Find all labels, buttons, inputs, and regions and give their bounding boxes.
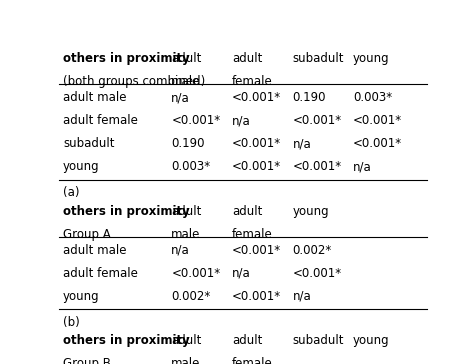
Text: n/a: n/a [171, 91, 190, 104]
Text: <0.001*: <0.001* [353, 137, 402, 150]
Text: <0.001*: <0.001* [232, 91, 281, 104]
Text: adult: adult [171, 52, 201, 65]
Text: female: female [232, 228, 273, 241]
Text: <0.001*: <0.001* [171, 114, 220, 127]
Text: female: female [232, 357, 273, 364]
Text: <0.001*: <0.001* [292, 114, 342, 127]
Text: male: male [171, 75, 201, 88]
Text: n/a: n/a [292, 137, 311, 150]
Text: adult: adult [232, 205, 262, 218]
Text: adult: adult [171, 205, 201, 218]
Text: adult male: adult male [63, 244, 127, 257]
Text: adult: adult [171, 334, 201, 347]
Text: <0.001*: <0.001* [292, 160, 342, 173]
Text: female: female [232, 75, 273, 88]
Text: others in proximity: others in proximity [63, 334, 190, 347]
Text: n/a: n/a [353, 160, 372, 173]
Text: 0.003*: 0.003* [171, 160, 210, 173]
Text: n/a: n/a [232, 114, 251, 127]
Text: (b): (b) [63, 316, 80, 329]
Text: (a): (a) [63, 186, 80, 199]
Text: Group B: Group B [63, 357, 111, 364]
Text: <0.001*: <0.001* [232, 244, 281, 257]
Text: young: young [63, 160, 100, 173]
Text: n/a: n/a [232, 266, 251, 280]
Text: young: young [353, 334, 390, 347]
Text: subadult: subadult [292, 52, 344, 65]
Text: others in proximity: others in proximity [63, 205, 190, 218]
Text: adult female: adult female [63, 266, 138, 280]
Text: <0.001*: <0.001* [232, 137, 281, 150]
Text: others in proximity: others in proximity [63, 52, 190, 65]
Text: adult male: adult male [63, 91, 127, 104]
Text: 0.190: 0.190 [171, 137, 205, 150]
Text: male: male [171, 228, 201, 241]
Text: subadult: subadult [292, 334, 344, 347]
Text: (both groups combined): (both groups combined) [63, 75, 205, 88]
Text: 0.190: 0.190 [292, 91, 326, 104]
Text: male: male [171, 357, 201, 364]
Text: n/a: n/a [171, 244, 190, 257]
Text: n/a: n/a [292, 289, 311, 302]
Text: <0.001*: <0.001* [232, 289, 281, 302]
Text: young: young [63, 289, 100, 302]
Text: 0.002*: 0.002* [292, 244, 332, 257]
Text: <0.001*: <0.001* [232, 160, 281, 173]
Text: adult: adult [232, 52, 262, 65]
Text: adult female: adult female [63, 114, 138, 127]
Text: 0.003*: 0.003* [353, 91, 392, 104]
Text: <0.001*: <0.001* [353, 114, 402, 127]
Text: young: young [292, 205, 329, 218]
Text: young: young [353, 52, 390, 65]
Text: <0.001*: <0.001* [292, 266, 342, 280]
Text: adult: adult [232, 334, 262, 347]
Text: Group A: Group A [63, 228, 110, 241]
Text: <0.001*: <0.001* [171, 266, 220, 280]
Text: 0.002*: 0.002* [171, 289, 210, 302]
Text: subadult: subadult [63, 137, 114, 150]
